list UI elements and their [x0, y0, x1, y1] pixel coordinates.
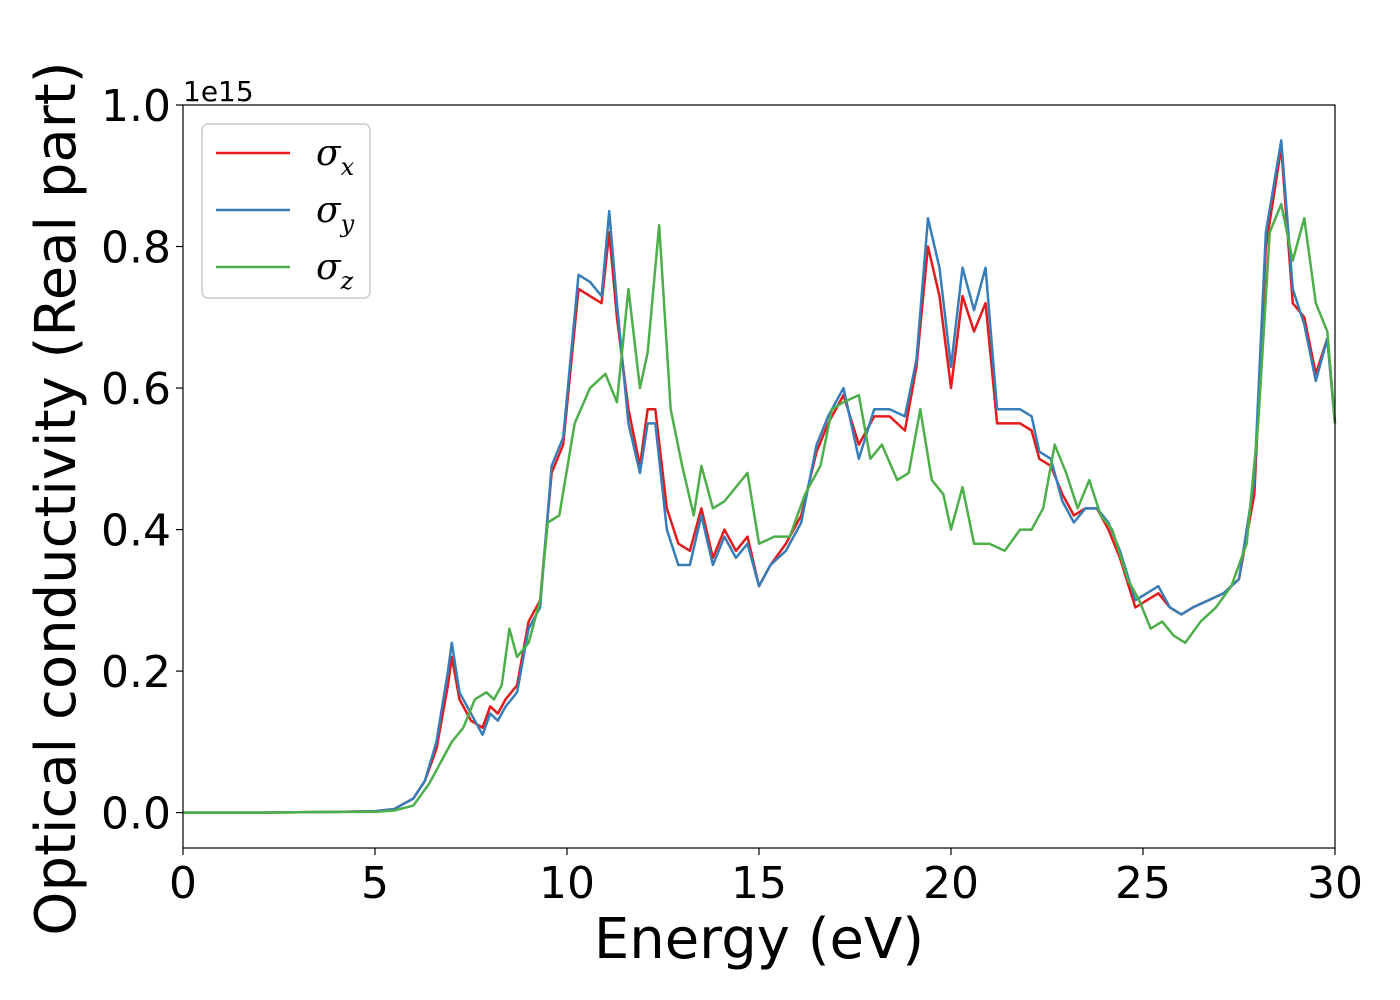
x-tick-label: 30	[1307, 858, 1363, 909]
series-line-sigma-y	[183, 139, 1337, 814]
x-axis-ticks: 0 5 10 15 20 25 30	[169, 848, 1363, 909]
x-tick-label: 20	[923, 858, 979, 909]
y-tick-label: 0.0	[101, 789, 171, 840]
plot-lines	[183, 139, 1337, 814]
y-axis-label: Optical conductivity (Real part)	[24, 61, 89, 935]
x-tick-label: 0	[169, 858, 197, 909]
y-axis-offset-text: 1e15	[183, 75, 254, 108]
y-tick-label: 0.6	[101, 364, 171, 415]
series-line-sigma-x	[183, 146, 1337, 814]
y-tick-label: 0.4	[101, 506, 171, 557]
y-tick-label: 1.0	[101, 81, 171, 132]
x-tick-label: 5	[361, 858, 389, 909]
x-tick-label: 10	[539, 858, 595, 909]
x-tick-label: 15	[731, 858, 787, 909]
x-axis-label: Energy (eV)	[594, 907, 924, 972]
y-tick-label: 0.2	[101, 647, 171, 698]
series-line-sigma-z	[183, 202, 1337, 814]
y-axis-ticks: 0.0 0.2 0.4 0.6 0.8 1.0	[101, 81, 183, 840]
x-tick-label: 25	[1115, 858, 1171, 909]
y-tick-label: 0.8	[101, 223, 171, 274]
